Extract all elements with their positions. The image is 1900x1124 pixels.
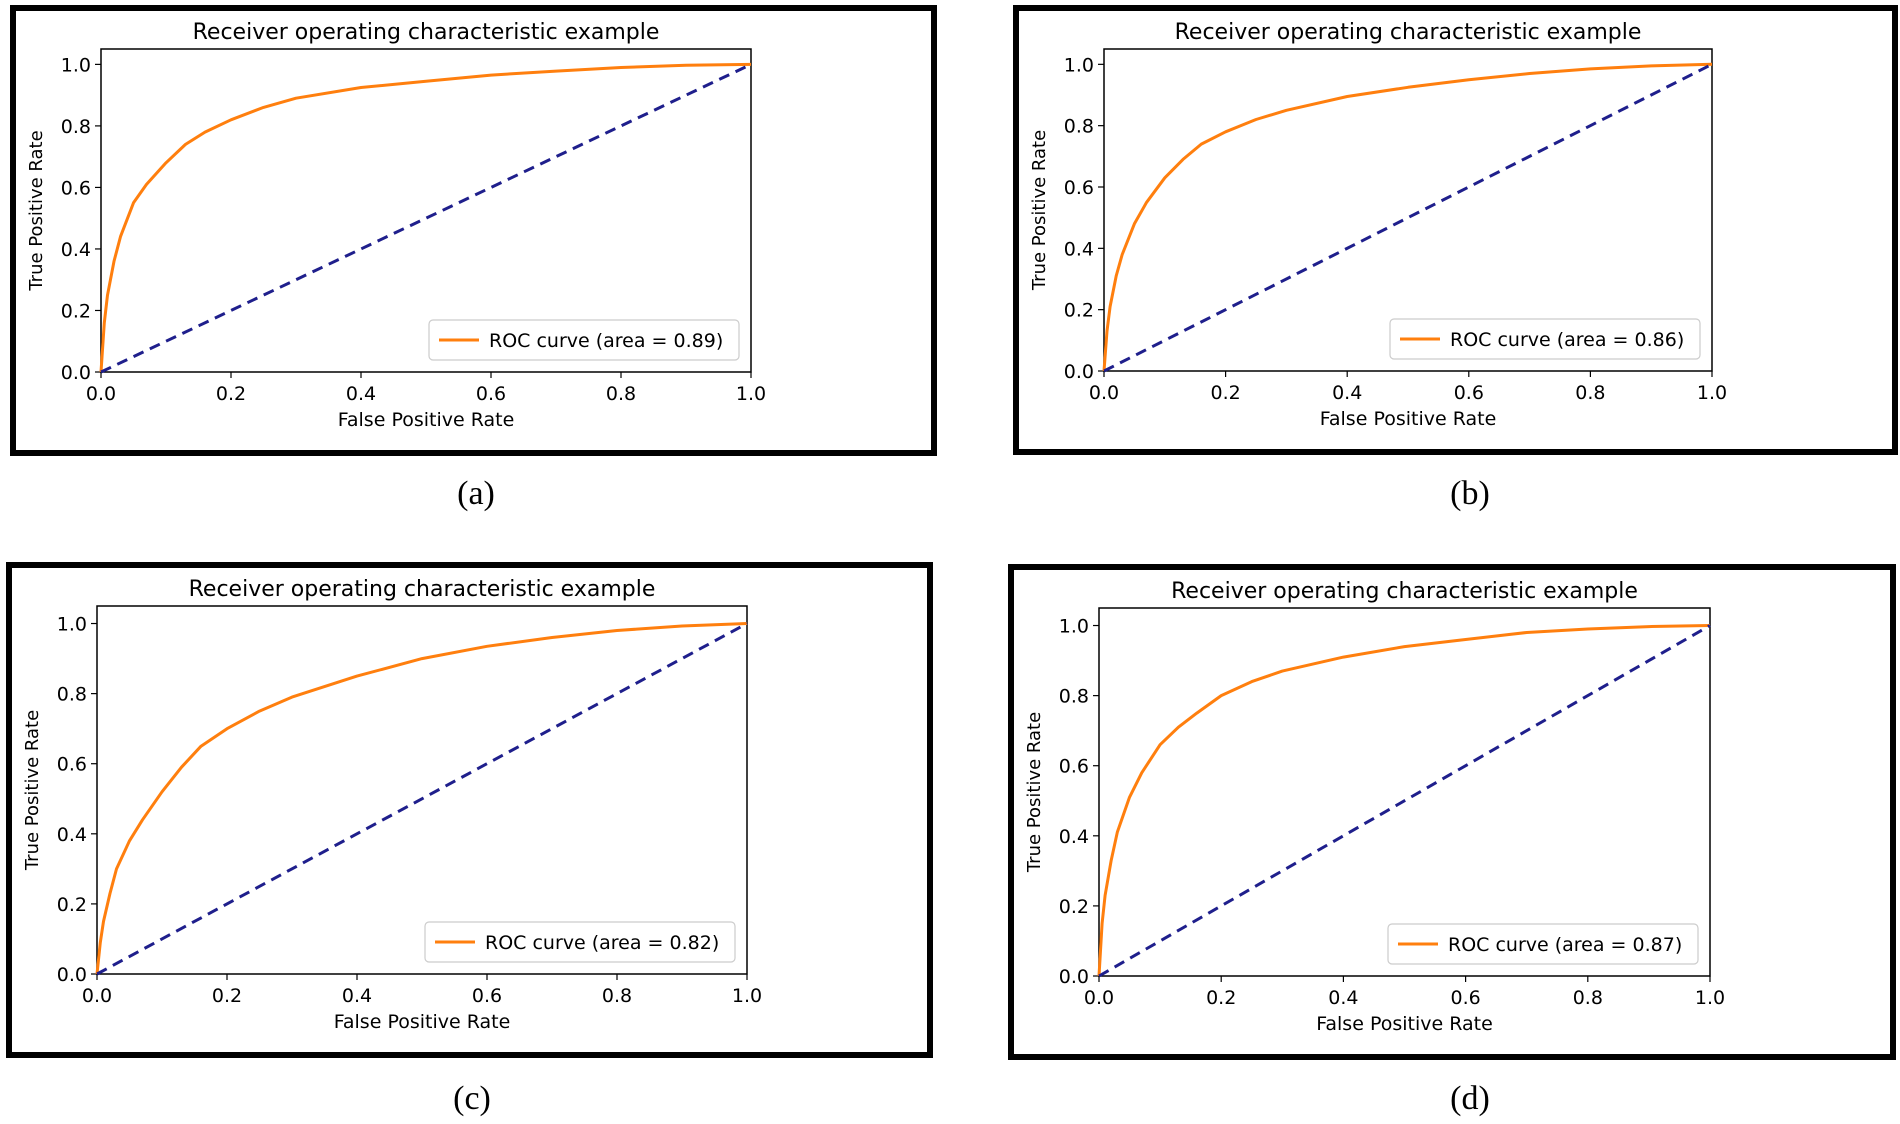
y-tick-label: 1.0 xyxy=(1064,54,1094,76)
caption-a: (a) xyxy=(457,475,495,512)
x-tick-label: 0.0 xyxy=(1084,987,1114,1009)
roc-panel-d: Receiver operating characteristic exampl… xyxy=(1008,564,1896,1060)
y-tick-label: 0.8 xyxy=(1064,116,1094,138)
panel-frame xyxy=(10,5,937,456)
y-axis-label: True Positive Rate xyxy=(26,130,47,291)
x-tick-label: 0.8 xyxy=(602,985,632,1007)
x-tick-label: 0.6 xyxy=(1450,987,1480,1009)
chance-line xyxy=(96,622,748,976)
chance-line xyxy=(1103,62,1713,373)
y-tick-label: 0.0 xyxy=(1064,361,1094,383)
y-tick-label: 0.2 xyxy=(57,894,87,916)
caption-c: (c) xyxy=(453,1080,491,1117)
chart-title: Receiver operating characteristic exampl… xyxy=(193,20,660,45)
roc-chart-d: Receiver operating characteristic exampl… xyxy=(1024,579,1725,1035)
roc-panel-c: Receiver operating characteristic exampl… xyxy=(6,562,933,1058)
legend-box xyxy=(428,319,740,361)
roc-curve-line xyxy=(1102,62,1713,372)
roc-panel-a: Receiver operating characteristic exampl… xyxy=(10,5,937,456)
caption-b: (b) xyxy=(1450,475,1490,512)
roc-curve-line xyxy=(95,622,748,975)
y-tick-label: 1.0 xyxy=(57,614,87,636)
y-tick-label: 0.2 xyxy=(61,300,91,322)
legend-label: ROC curve (area = 0.82) xyxy=(485,932,719,954)
y-tick-label: 1.0 xyxy=(61,54,91,76)
plot-area xyxy=(96,605,748,975)
x-tick-label: 0.2 xyxy=(212,985,242,1007)
x-tick-label: 0.0 xyxy=(86,383,116,405)
x-tick-label: 0.6 xyxy=(472,985,502,1007)
y-tick-label: 0.2 xyxy=(1064,300,1094,322)
legend-label: ROC curve (area = 0.89) xyxy=(489,330,723,352)
x-tick-label: 0.8 xyxy=(606,383,636,405)
y-tick-label: 0.6 xyxy=(1064,177,1094,199)
x-tick-label: 1.0 xyxy=(732,985,762,1007)
x-tick-label: 1.0 xyxy=(1697,382,1727,404)
y-tick-label: 0.0 xyxy=(61,362,91,384)
chance-line xyxy=(100,63,752,374)
roc-curve-line xyxy=(1097,624,1711,977)
y-tick-label: 0.4 xyxy=(1059,826,1089,848)
x-tick-label: 0.4 xyxy=(1328,987,1358,1009)
y-tick-label: 0.4 xyxy=(57,824,87,846)
y-tick-label: 0.8 xyxy=(1059,686,1089,708)
roc-chart-b: Receiver operating characteristic exampl… xyxy=(1029,20,1727,430)
roc-curve-line xyxy=(99,62,752,373)
legend-box xyxy=(424,921,736,963)
x-axis-label: False Positive Rate xyxy=(1316,1013,1493,1035)
x-tick-label: 0.4 xyxy=(342,985,372,1007)
x-tick-label: 0.4 xyxy=(1332,382,1362,404)
x-axis-label: False Positive Rate xyxy=(334,1011,511,1033)
legend-label: ROC curve (area = 0.87) xyxy=(1448,934,1682,956)
y-tick-label: 0.6 xyxy=(1059,756,1089,778)
roc-chart-c: Receiver operating characteristic exampl… xyxy=(22,577,762,1033)
x-tick-label: 0.8 xyxy=(1575,382,1605,404)
x-tick-label: 0.2 xyxy=(1206,987,1236,1009)
y-tick-label: 0.4 xyxy=(1064,238,1094,260)
roc-panel-b: Receiver operating characteristic exampl… xyxy=(1013,5,1898,455)
y-tick-label: 0.6 xyxy=(61,177,91,199)
plot-area xyxy=(1098,607,1711,977)
panel-frame xyxy=(1008,564,1896,1060)
y-tick-label: 0.8 xyxy=(61,116,91,138)
chart-title: Receiver operating characteristic exampl… xyxy=(1171,579,1638,604)
chart-title: Receiver operating characteristic exampl… xyxy=(189,577,656,602)
x-axis-label: False Positive Rate xyxy=(338,409,515,431)
x-tick-label: 1.0 xyxy=(1695,987,1725,1009)
legend-box xyxy=(1389,318,1701,360)
plot-area xyxy=(1103,48,1713,372)
caption-d: (d) xyxy=(1450,1080,1490,1117)
legend-box xyxy=(1387,923,1699,965)
chance-line xyxy=(1098,624,1711,978)
chart-title: Receiver operating characteristic exampl… xyxy=(1175,20,1642,45)
y-tick-label: 0.2 xyxy=(1059,896,1089,918)
y-tick-label: 0.0 xyxy=(1059,966,1089,988)
roc-chart-a: Receiver operating characteristic exampl… xyxy=(26,20,766,431)
y-tick-label: 0.8 xyxy=(57,684,87,706)
x-tick-label: 0.8 xyxy=(1573,987,1603,1009)
y-axis-label: True Positive Rate xyxy=(1029,130,1050,291)
x-tick-label: 0.0 xyxy=(1089,382,1119,404)
y-tick-label: 0.6 xyxy=(57,754,87,776)
panel-frame xyxy=(6,562,933,1058)
plot-area xyxy=(100,48,752,373)
x-tick-label: 0.4 xyxy=(346,383,376,405)
y-tick-label: 1.0 xyxy=(1059,616,1089,638)
legend-label: ROC curve (area = 0.86) xyxy=(1450,329,1684,351)
y-tick-label: 0.4 xyxy=(61,239,91,261)
x-axis-label: False Positive Rate xyxy=(1320,408,1497,430)
y-axis-label: True Positive Rate xyxy=(22,710,43,871)
x-tick-label: 0.2 xyxy=(1210,382,1240,404)
x-tick-label: 0.6 xyxy=(476,383,506,405)
x-tick-label: 1.0 xyxy=(736,383,766,405)
x-tick-label: 0.2 xyxy=(216,383,246,405)
y-axis-label: True Positive Rate xyxy=(1024,712,1045,873)
x-tick-label: 0.6 xyxy=(1454,382,1484,404)
x-tick-label: 0.0 xyxy=(82,985,112,1007)
y-tick-label: 0.0 xyxy=(57,964,87,986)
